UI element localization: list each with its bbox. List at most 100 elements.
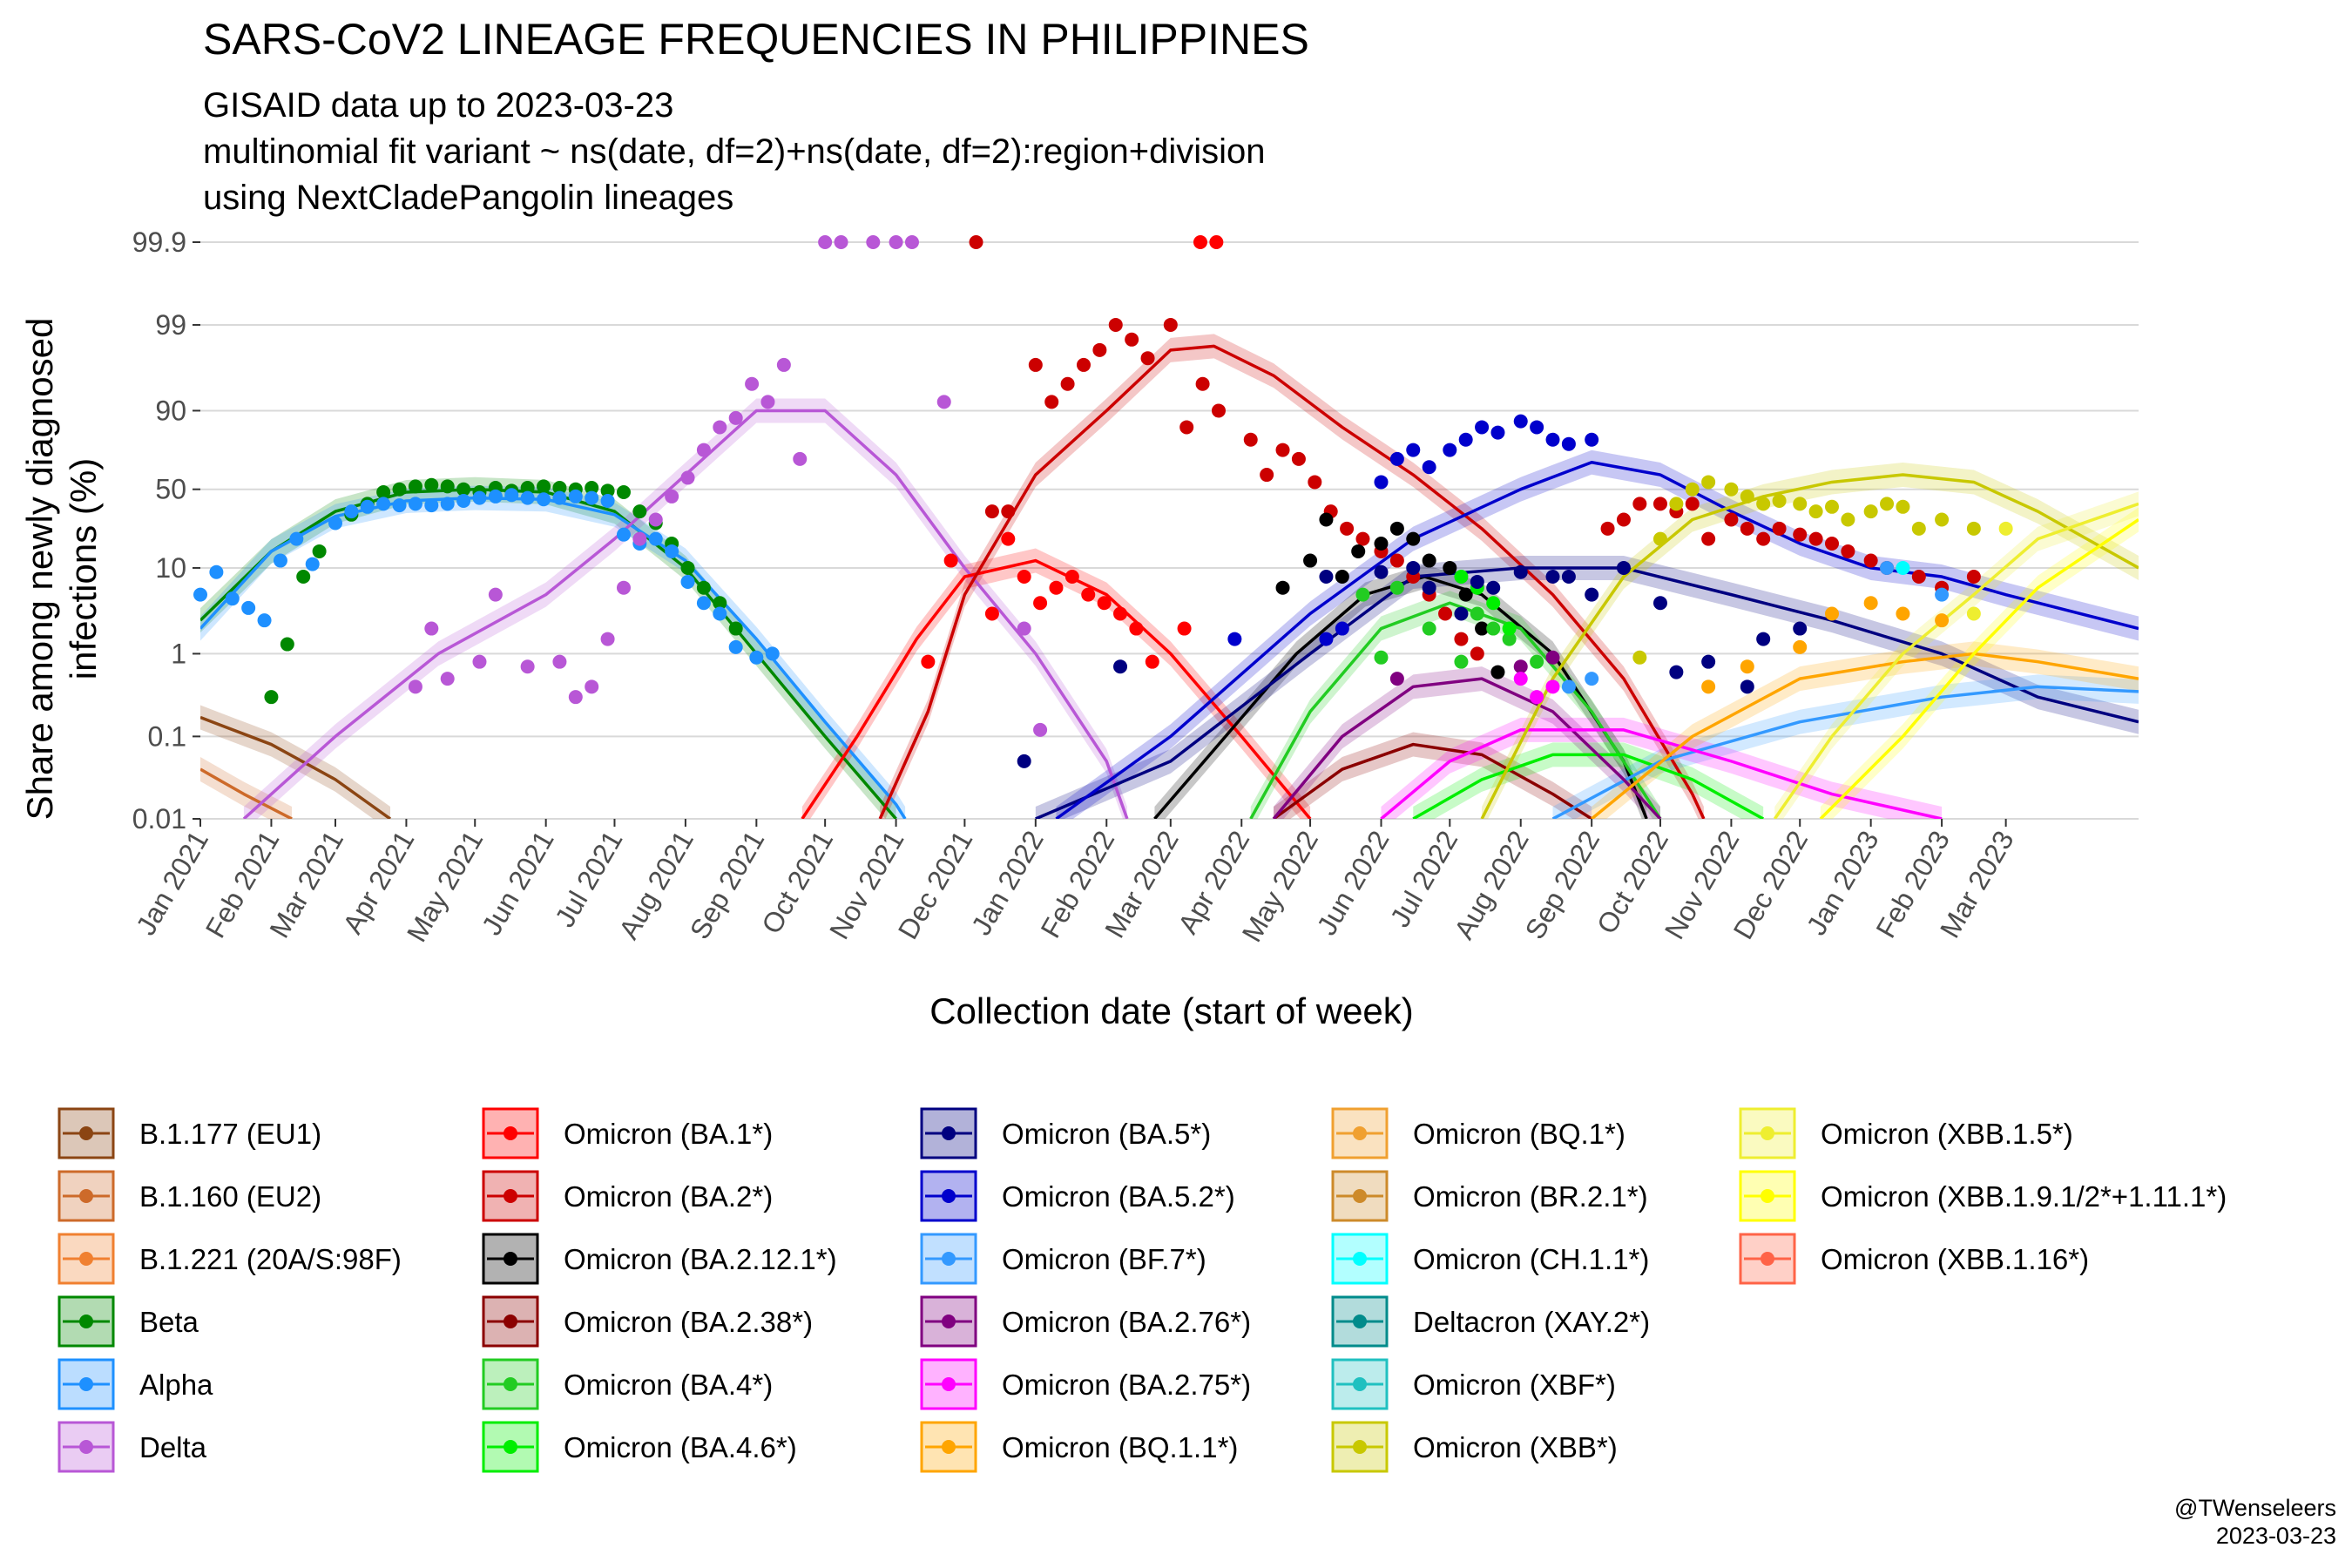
legend-item: Omicron (BQ.1*) xyxy=(1331,1107,1625,1159)
y-tick-label: 0.01 xyxy=(132,803,186,835)
data-point xyxy=(1724,512,1739,527)
data-point xyxy=(568,489,583,504)
series-ribbon xyxy=(200,705,391,819)
data-point xyxy=(1561,436,1576,451)
data-point xyxy=(1454,654,1469,669)
legend-key-dot xyxy=(504,1126,517,1140)
data-point xyxy=(344,504,359,519)
data-point xyxy=(1177,621,1192,636)
data-point xyxy=(225,591,240,606)
data-point xyxy=(1740,489,1754,504)
legend-item: Alpha xyxy=(57,1358,213,1410)
data-point xyxy=(1060,376,1075,391)
data-point xyxy=(1454,570,1469,585)
data-point xyxy=(520,481,535,496)
data-point xyxy=(280,637,294,652)
legend-item: Omicron (CH.1.1*) xyxy=(1331,1233,1649,1285)
data-point xyxy=(1685,482,1700,497)
legend-label: Omicron (BA.2*) xyxy=(564,1180,773,1213)
series-ribbon xyxy=(1056,449,2139,819)
series-line xyxy=(1380,728,1943,819)
legend-label: Omicron (XBB.1.16*) xyxy=(1821,1243,2089,1275)
data-point xyxy=(632,531,647,546)
data-point xyxy=(424,498,439,513)
data-point xyxy=(1935,512,1950,527)
legend-label: Omicron (BA.2.38*) xyxy=(564,1306,813,1338)
data-point xyxy=(257,613,272,628)
data-point xyxy=(1335,621,1349,636)
data-point xyxy=(1422,580,1436,595)
data-point xyxy=(648,531,663,546)
data-point xyxy=(1355,531,1370,546)
data-point xyxy=(552,490,567,505)
data-point xyxy=(1756,632,1771,646)
data-point xyxy=(408,497,422,511)
data-point xyxy=(392,498,407,513)
legend-label: Omicron (XBB*) xyxy=(1413,1431,1618,1463)
data-point xyxy=(1685,497,1700,511)
data-point xyxy=(1530,654,1544,669)
data-point xyxy=(1585,672,1599,686)
chart-title: SARS-CoV2 LINEAGE FREQUENCIES IN PHILIPP… xyxy=(203,15,1309,64)
data-point xyxy=(1561,679,1576,694)
data-point xyxy=(1772,521,1787,536)
data-point xyxy=(1443,560,1457,575)
legend-label: Omicron (XBF*) xyxy=(1413,1369,1616,1401)
data-point xyxy=(1896,606,1910,621)
data-point xyxy=(1740,521,1754,536)
credit-handle: @TWenseleers xyxy=(2174,1495,2336,1521)
series-ribbon xyxy=(1774,491,2139,819)
data-point xyxy=(728,621,743,636)
series-ribbon xyxy=(1035,555,2139,819)
data-point xyxy=(1209,235,1224,249)
legend-key-dot xyxy=(942,1189,956,1203)
data-point xyxy=(1291,451,1306,466)
data-point xyxy=(818,235,833,249)
confidence-ribbons xyxy=(200,334,2139,819)
legend-label: Omicron (BQ.1*) xyxy=(1413,1118,1625,1150)
data-point xyxy=(1275,580,1290,595)
data-point xyxy=(1701,531,1716,546)
credit-date: 2023-03-23 xyxy=(2216,1523,2336,1549)
y-tick-label: 99 xyxy=(155,309,186,341)
data-point xyxy=(1545,679,1560,694)
data-point xyxy=(1616,560,1631,575)
data-point xyxy=(1406,531,1421,546)
data-point xyxy=(1911,521,1926,536)
data-point xyxy=(1966,521,1981,536)
data-point xyxy=(1454,606,1469,621)
data-point xyxy=(713,606,727,621)
data-point xyxy=(1793,497,1808,511)
data-point xyxy=(1351,544,1366,558)
data-point xyxy=(1808,531,1823,546)
data-point xyxy=(1513,564,1528,579)
data-point xyxy=(1616,512,1631,527)
data-point xyxy=(456,493,471,508)
data-point xyxy=(456,482,471,497)
data-point xyxy=(680,560,695,575)
data-point xyxy=(1740,679,1754,694)
legend-label: Omicron (XBB.1.5*) xyxy=(1821,1118,2073,1150)
legend-item: Omicron (BA.2*) xyxy=(482,1170,773,1222)
data-point xyxy=(921,654,936,669)
data-point xyxy=(1454,632,1469,646)
data-point xyxy=(1793,621,1808,636)
data-point xyxy=(1966,606,1981,621)
data-point xyxy=(1486,596,1501,611)
legend-item: Omicron (BA.2.12.1*) xyxy=(482,1233,837,1285)
data-point xyxy=(1319,512,1334,527)
data-point xyxy=(1389,521,1404,536)
data-point xyxy=(1632,497,1647,511)
legend-item: Delta xyxy=(57,1421,207,1473)
legend-item: B.1.221 (20A/S:98F) xyxy=(57,1233,402,1285)
series-line xyxy=(878,344,1706,819)
data-point xyxy=(305,557,320,571)
data-point xyxy=(632,504,647,519)
legend-item: Omicron (XBB*) xyxy=(1331,1421,1618,1473)
data-point xyxy=(1355,587,1370,602)
legend-key-dot xyxy=(504,1315,517,1328)
data-point xyxy=(1125,332,1139,347)
data-point xyxy=(1422,553,1436,568)
data-point xyxy=(1033,722,1048,737)
